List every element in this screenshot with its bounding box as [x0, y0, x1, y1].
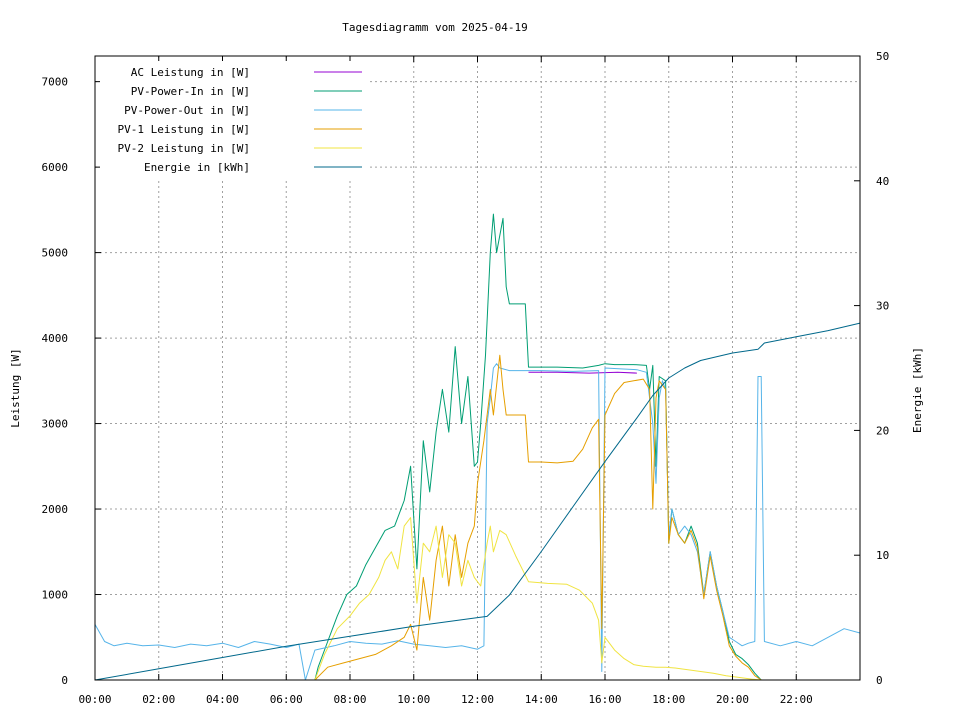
legend-label: PV-2 Leistung in [W] [118, 142, 250, 155]
y2-tick-label: 40 [876, 175, 889, 188]
legend-background [100, 61, 370, 179]
legend: AC Leistung in [W] PV-Power-In in [W] PV-P… [100, 61, 370, 179]
series-line-5 [314, 517, 762, 681]
y-axis-label: Leistung [W] [9, 348, 22, 427]
series-line-6 [94, 322, 861, 681]
series-line-2 [314, 213, 762, 681]
x-tick-label: 22:00 [780, 693, 813, 706]
y-tick-label: 1000 [42, 589, 69, 602]
x-tick-label: 00:00 [78, 693, 111, 706]
y2-axis-label: Energie [kWh] [911, 347, 924, 433]
series-line-4 [314, 354, 762, 681]
y-tick-label: 4000 [42, 332, 69, 345]
legend-label: PV-Power-Out in [W] [124, 104, 250, 117]
x-tick-label: 16:00 [588, 693, 621, 706]
plot-lines [94, 213, 861, 681]
legend-label: AC Leistung in [W] [131, 66, 250, 79]
x-tick-label: 08:00 [333, 693, 366, 706]
legend-label: PV-1 Leistung in [W] [118, 123, 250, 136]
axes: 00:00 02:00 04:00 06:00 08:00 10:00 12:00 14:00… [42, 50, 890, 706]
x-tick-label: 12:00 [461, 693, 494, 706]
grid [95, 56, 860, 680]
y2-tick-label: 30 [876, 300, 889, 313]
y-tick-label: 2000 [42, 503, 69, 516]
x-tick-label: 10:00 [397, 693, 430, 706]
x-tick-label: 04:00 [206, 693, 239, 706]
y2-tick-label: 20 [876, 424, 889, 437]
y2-tick-label: 0 [876, 674, 883, 687]
x-tick-label: 18:00 [652, 693, 685, 706]
series-line-1 [528, 371, 637, 374]
y-tick-label: 0 [61, 674, 68, 687]
legend-label: PV-Power-In in [W] [131, 85, 250, 98]
y-tick-label: 3000 [42, 418, 69, 431]
y2-tick-label: 10 [876, 549, 889, 562]
x-tick-label: 02:00 [142, 693, 175, 706]
x-tick-label: 14:00 [525, 693, 558, 706]
series-line-3 [94, 363, 861, 681]
x-tick-label: 06:00 [270, 693, 303, 706]
legend-label: Energie in [kWh] [144, 161, 250, 174]
x-tick-label: 20:00 [716, 693, 749, 706]
y-tick-label: 5000 [42, 247, 69, 260]
y-tick-label: 6000 [42, 161, 69, 174]
y-tick-label: 7000 [42, 76, 69, 89]
chart-title: Tagesdiagramm vom 2025-04-19 [342, 21, 527, 34]
y2-tick-label: 50 [876, 50, 889, 63]
